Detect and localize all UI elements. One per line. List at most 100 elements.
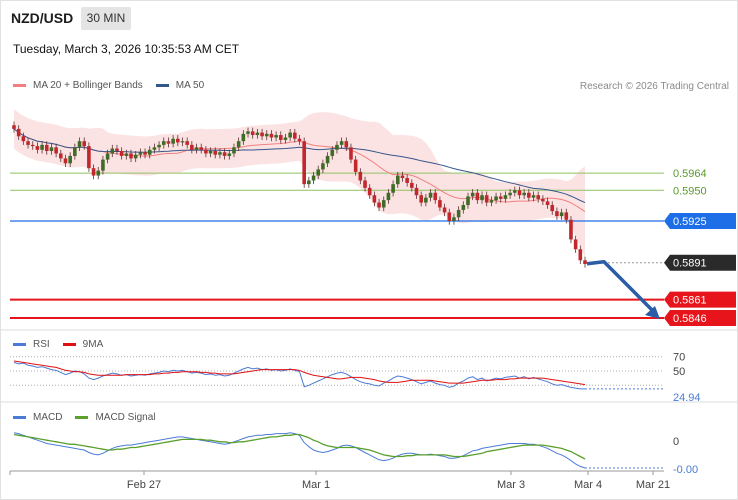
candle-body	[176, 138, 180, 143]
candle-body	[77, 141, 82, 148]
candle-body	[264, 133, 269, 137]
ma50-legend-swatch	[155, 84, 169, 87]
candle-body	[405, 178, 409, 183]
rsi-last-value: 24.94	[673, 392, 701, 404]
candle-body	[466, 196, 470, 206]
candle-body	[545, 201, 550, 206]
candle-body	[578, 249, 583, 261]
candle-body	[311, 175, 316, 181]
x-tick-label: Mar 21	[636, 479, 670, 491]
candle-body	[213, 151, 218, 155]
candle-body	[119, 151, 124, 156]
candle-body	[344, 141, 349, 148]
candle-body	[297, 138, 302, 142]
candle-body	[124, 153, 129, 156]
candle-body	[583, 260, 587, 264]
candle-body	[419, 195, 423, 203]
candle-body	[447, 212, 452, 221]
candle-body	[26, 141, 30, 145]
candle-body	[363, 180, 367, 188]
rsi-legend-label: RSI	[33, 339, 50, 350]
candle-body	[63, 158, 68, 164]
candle-body	[349, 147, 353, 160]
candle-body	[133, 154, 138, 159]
macd-legend: MACD MACD Signal	[13, 412, 155, 423]
candle-body	[227, 153, 232, 156]
candle-body	[87, 146, 91, 169]
candle-body	[527, 192, 531, 198]
candle-body	[293, 132, 297, 139]
macd-tick-label: 0	[673, 436, 679, 448]
candle-body	[442, 207, 447, 213]
candle-body	[456, 209, 461, 218]
candle-body	[241, 133, 246, 142]
candle-body	[555, 211, 559, 217]
copyright-label: Research © 2026 Trading Central	[579, 81, 729, 92]
macd-legend-label: MACD	[33, 412, 63, 423]
candle-body	[166, 141, 171, 144]
candle-body	[325, 155, 330, 164]
candle-body	[105, 153, 110, 160]
candle-body	[470, 192, 475, 197]
candle-body	[82, 141, 87, 147]
candle-body	[91, 168, 96, 176]
candle-body	[274, 135, 278, 138]
ma20-legend-swatch	[13, 84, 26, 87]
price-legend: MA 20 + Bollinger Bands MA 50	[13, 80, 204, 91]
rsi-ma-legend-swatch	[62, 343, 76, 346]
candle-body	[316, 169, 321, 176]
ma50-line	[13, 128, 586, 204]
macd-signal-legend-label: MACD Signal	[95, 412, 156, 423]
x-tick-label: Mar 3	[497, 479, 525, 491]
candle-body	[73, 147, 77, 156]
level-label: 0.5964	[673, 168, 707, 180]
candle-body	[143, 152, 147, 155]
candle-body	[452, 217, 456, 221]
x-tick-label: Mar 4	[574, 479, 602, 491]
candle-body	[372, 195, 377, 203]
candle-body	[115, 148, 119, 152]
candle-body	[367, 187, 372, 196]
candle-body	[21, 136, 26, 142]
candle-body	[484, 195, 489, 203]
candle-body	[222, 152, 227, 156]
candle-body	[44, 144, 49, 152]
candle-body	[541, 198, 545, 202]
candle-body	[573, 239, 578, 250]
candle-body	[16, 128, 21, 137]
candle-body	[49, 147, 54, 152]
candle-body	[564, 212, 569, 220]
ma20-legend-label: MA 20 + Bollinger Bands	[33, 80, 143, 91]
macd-signal-legend-swatch	[75, 416, 89, 419]
candle-body	[147, 149, 152, 155]
candle-body	[194, 147, 199, 150]
macd-last-value: -0.00	[673, 464, 698, 476]
candle-body	[12, 125, 16, 129]
candle-body	[335, 144, 339, 150]
macd-legend-swatch	[13, 416, 26, 419]
candle-body	[302, 141, 306, 185]
candle-body	[96, 170, 101, 176]
candle-body	[475, 192, 480, 201]
candle-body	[381, 200, 386, 208]
x-tick-label: Feb 27	[127, 479, 161, 491]
candle-body	[255, 132, 260, 136]
candle-body	[512, 190, 517, 193]
candle-body	[288, 132, 292, 138]
candle-body	[152, 147, 157, 150]
candle-body	[59, 153, 63, 159]
datetime-label: Tuesday, March 3, 2026 10:35:53 AM CET	[13, 42, 240, 56]
level-badge	[664, 310, 736, 326]
candle-body	[307, 180, 311, 185]
candle-body	[68, 155, 72, 164]
candle-body	[494, 196, 498, 201]
level-badge-label: 0.5925	[673, 216, 707, 228]
candle-body	[101, 159, 105, 171]
rsi-legend: RSI 9MA	[13, 339, 103, 350]
candle-body	[410, 182, 414, 188]
candle-body	[330, 149, 335, 156]
timeframe-button[interactable]: 30 MIN	[81, 7, 131, 30]
candle-body	[559, 212, 564, 217]
candle-body	[531, 195, 536, 198]
